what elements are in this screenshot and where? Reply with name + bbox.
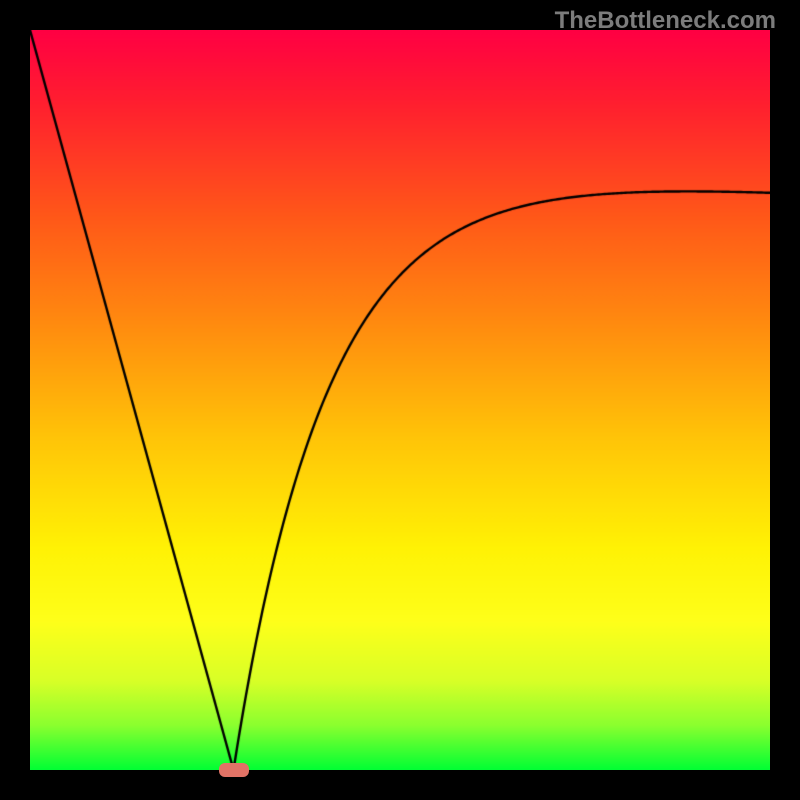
- chart-root: TheBottleneck.com: [0, 0, 800, 800]
- optimal-point-marker: [219, 763, 249, 777]
- watermark-text: TheBottleneck.com: [555, 7, 776, 35]
- bottleneck-curve-plot: [30, 30, 770, 770]
